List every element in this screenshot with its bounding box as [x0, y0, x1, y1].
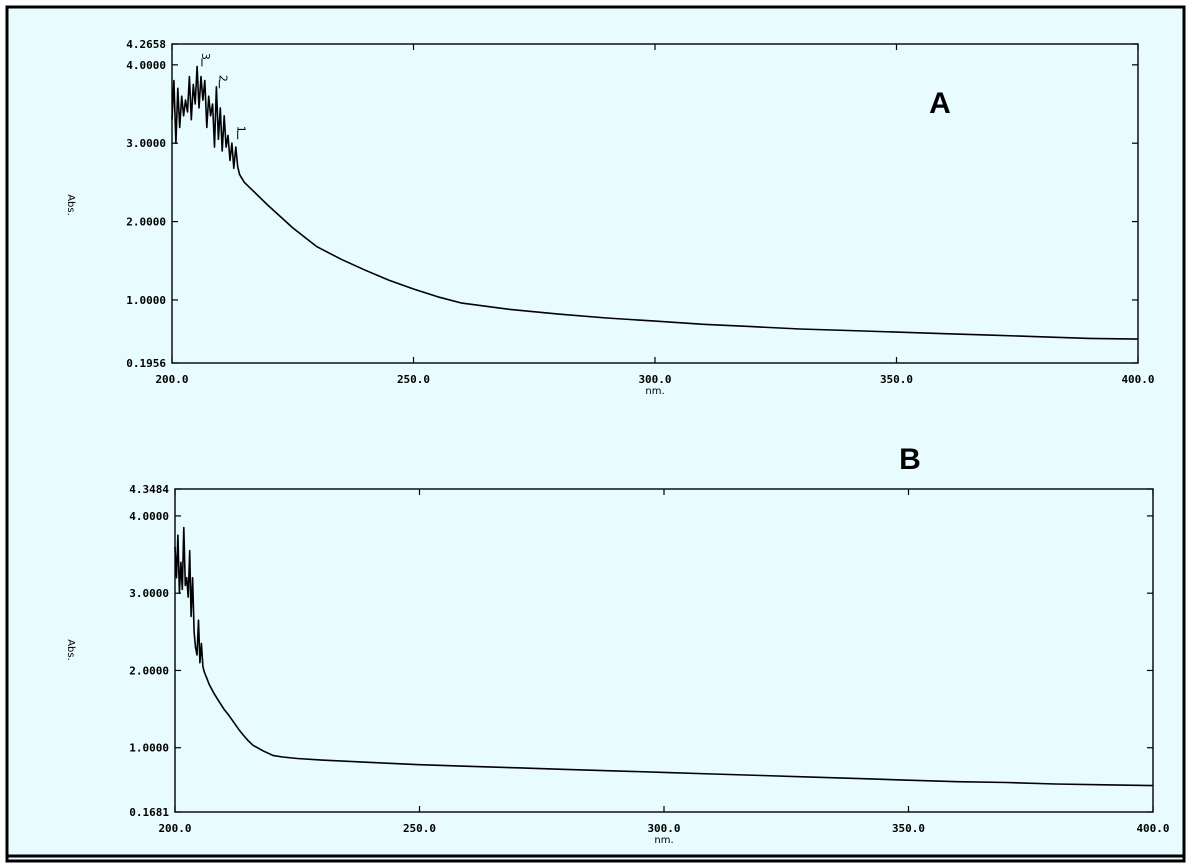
panel-a-letter: A: [929, 87, 951, 120]
panel-b-x-tick-label: 250.0: [403, 822, 436, 835]
panel-a-x-axis-label: nm.: [645, 386, 664, 397]
panel-a-peak-label: 2: [216, 75, 229, 82]
panel-a-y-tick-label: 4.0000: [126, 59, 166, 72]
panel-a-y-axis-label: Abs.: [65, 194, 76, 216]
panel-b-x-tick-label: 200.0: [158, 822, 191, 835]
panel-a-y-tick-label: 1.0000: [126, 294, 166, 307]
panel-b-x-axis-label: nm.: [654, 835, 673, 846]
panel-b-y-tick-label: 3.0000: [129, 587, 169, 600]
panel-b-y-tick-label: 4.0000: [129, 510, 169, 523]
panel-b-y-tick-label: 2.0000: [129, 664, 169, 677]
panel-b-y-tick-label: 0.1681: [129, 806, 169, 819]
panel-b-x-tick-label: 400.0: [1136, 822, 1169, 835]
panel-b-x-tick-label: 350.0: [892, 822, 925, 835]
panel-b-y-axis-label: Abs.: [65, 639, 76, 661]
panel-b-series-line-1: [174, 526, 1154, 787]
figure-background: [5, 5, 1186, 863]
panel-a-peak-label: 3: [199, 53, 212, 60]
panel-a-peak-label: 1: [235, 126, 248, 133]
panel-a-y-tick-label: 2.0000: [126, 216, 166, 229]
panel-a-y-tick-label: 3.0000: [126, 137, 166, 150]
panel-a-y-tick-label: 0.1956: [126, 357, 166, 370]
panel-a-x-tick-label: 400.0: [1121, 373, 1154, 386]
panel-a-series-line-1: [171, 65, 1139, 340]
panel-a-x-tick-label: 200.0: [155, 373, 188, 386]
panel-a-x-tick-label: 250.0: [397, 373, 430, 386]
panel-a-y-tick-label: 4.2658: [126, 38, 166, 51]
panel-a-x-tick-label: 300.0: [638, 373, 671, 386]
panel-a-x-tick-label: 350.0: [880, 373, 913, 386]
panel-b-x-tick-label: 300.0: [647, 822, 680, 835]
panel-b-y-tick-label: 4.3484: [129, 483, 169, 496]
panel-b-letter: B: [899, 443, 921, 476]
panel-b-y-tick-label: 1.0000: [129, 742, 169, 755]
